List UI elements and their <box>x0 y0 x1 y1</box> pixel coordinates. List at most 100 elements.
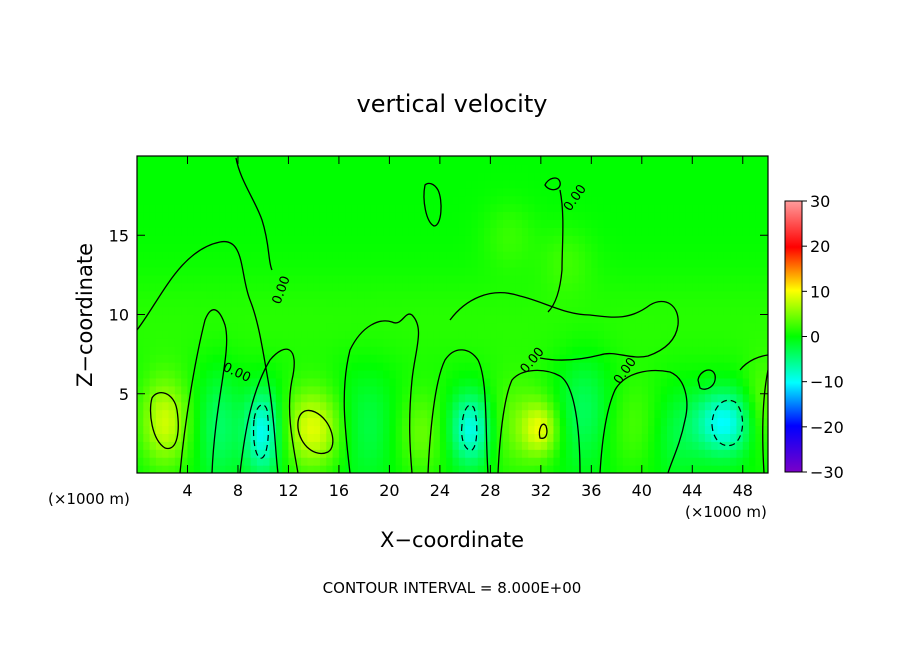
heatmap-cell <box>471 187 479 197</box>
heatmap-cell <box>174 211 182 220</box>
heatmap-cell <box>572 235 580 244</box>
heatmap-cell <box>641 425 649 434</box>
heatmap-cell <box>585 425 592 434</box>
heatmap-cell <box>509 425 517 434</box>
heatmap-cell <box>704 282 712 292</box>
heatmap-cell <box>256 171 264 181</box>
heatmap-cell <box>225 377 233 387</box>
heatmap-cell <box>673 369 681 379</box>
heatmap-cell <box>761 465 768 473</box>
heatmap-cell <box>288 425 296 434</box>
heatmap-cell <box>357 219 365 228</box>
heatmap-cell <box>269 163 277 173</box>
heatmap-cell <box>389 195 397 205</box>
heatmap-cell <box>566 211 573 220</box>
heatmap-cell <box>484 369 491 379</box>
heatmap-cell <box>155 338 163 347</box>
heatmap-cell <box>471 362 479 371</box>
heatmap-cell <box>528 251 536 260</box>
heatmap-cell <box>181 274 189 284</box>
heatmap-cell <box>597 409 605 419</box>
heatmap-cell <box>351 179 359 189</box>
heatmap-cell <box>528 425 536 434</box>
heatmap-cell <box>723 243 731 252</box>
heatmap-cell <box>458 235 466 244</box>
heatmap-cell <box>212 259 220 268</box>
heatmap-cell <box>402 306 409 316</box>
heatmap-cell <box>433 354 441 363</box>
heatmap-cell <box>137 171 144 181</box>
heatmap-cell <box>181 385 189 395</box>
heatmap-cell <box>736 282 744 292</box>
heatmap-cell <box>181 433 189 442</box>
heatmap-cell <box>566 235 573 244</box>
heatmap-cell <box>648 417 656 427</box>
heatmap-cell <box>389 274 397 284</box>
heatmap-cell <box>162 346 170 355</box>
heatmap-cell <box>648 449 656 458</box>
heatmap-cell <box>162 314 170 324</box>
heatmap-cell <box>515 282 523 292</box>
heatmap-cell <box>313 156 321 165</box>
heatmap-cell <box>376 346 384 355</box>
heatmap-cell <box>616 393 624 403</box>
heatmap-cell <box>585 417 592 427</box>
heatmap-cell <box>212 393 220 403</box>
heatmap-cell <box>326 417 334 427</box>
heatmap-cell <box>553 179 561 189</box>
heatmap-cell <box>244 433 252 442</box>
heatmap-cell <box>231 227 239 236</box>
heatmap-cell <box>603 433 611 442</box>
heatmap-cell <box>610 235 618 244</box>
heatmap-cell <box>629 203 637 213</box>
heatmap-cell <box>496 298 504 308</box>
heatmap-cell <box>635 306 643 316</box>
heatmap-cell <box>749 282 756 292</box>
heatmap-cell <box>319 377 327 387</box>
heatmap-cell <box>711 219 719 228</box>
heatmap-cell <box>704 465 712 473</box>
heatmap-cell <box>648 385 656 395</box>
heatmap-cell <box>477 385 485 395</box>
heatmap-cell <box>174 290 182 300</box>
heatmap-cell <box>465 306 473 316</box>
heatmap-cell <box>566 203 573 213</box>
heatmap-cell <box>408 354 416 363</box>
contour-line <box>497 369 581 473</box>
heatmap-cell <box>376 235 384 244</box>
heatmap-cell <box>679 401 687 411</box>
heatmap-cell <box>427 171 435 181</box>
heatmap-cell <box>225 409 233 419</box>
heatmap-cell <box>660 425 668 434</box>
heatmap-cell <box>711 433 719 442</box>
heatmap-cell <box>610 425 618 434</box>
heatmap-cell <box>736 401 744 411</box>
heatmap-cell <box>521 417 529 427</box>
heatmap-cell <box>673 425 681 434</box>
heatmap-cell <box>755 449 763 458</box>
heatmap-cell <box>446 306 454 316</box>
heatmap-cell <box>698 282 706 292</box>
heatmap-cell <box>383 306 390 316</box>
heatmap-cell <box>471 314 479 324</box>
heatmap-cell <box>723 211 731 220</box>
heatmap-cell <box>585 314 592 324</box>
heatmap-cell <box>566 179 573 189</box>
heatmap-cell <box>414 171 422 181</box>
heatmap-cell <box>149 338 157 347</box>
heatmap-cell <box>395 425 403 434</box>
heatmap-cell <box>698 259 706 268</box>
heatmap-cell <box>749 227 756 236</box>
heatmap-cell <box>667 179 674 189</box>
heatmap-cell <box>603 179 611 189</box>
heatmap-cell <box>414 179 422 189</box>
heatmap-cell <box>673 457 681 466</box>
heatmap-cell <box>395 409 403 419</box>
heatmap-cell <box>338 417 346 427</box>
heatmap-cell <box>174 219 182 228</box>
heatmap-cell <box>597 354 605 363</box>
heatmap-cell <box>603 322 611 331</box>
colorbar-tick-label: 20 <box>810 237 830 256</box>
heatmap-cell <box>219 274 226 284</box>
heatmap-cell <box>250 346 258 355</box>
